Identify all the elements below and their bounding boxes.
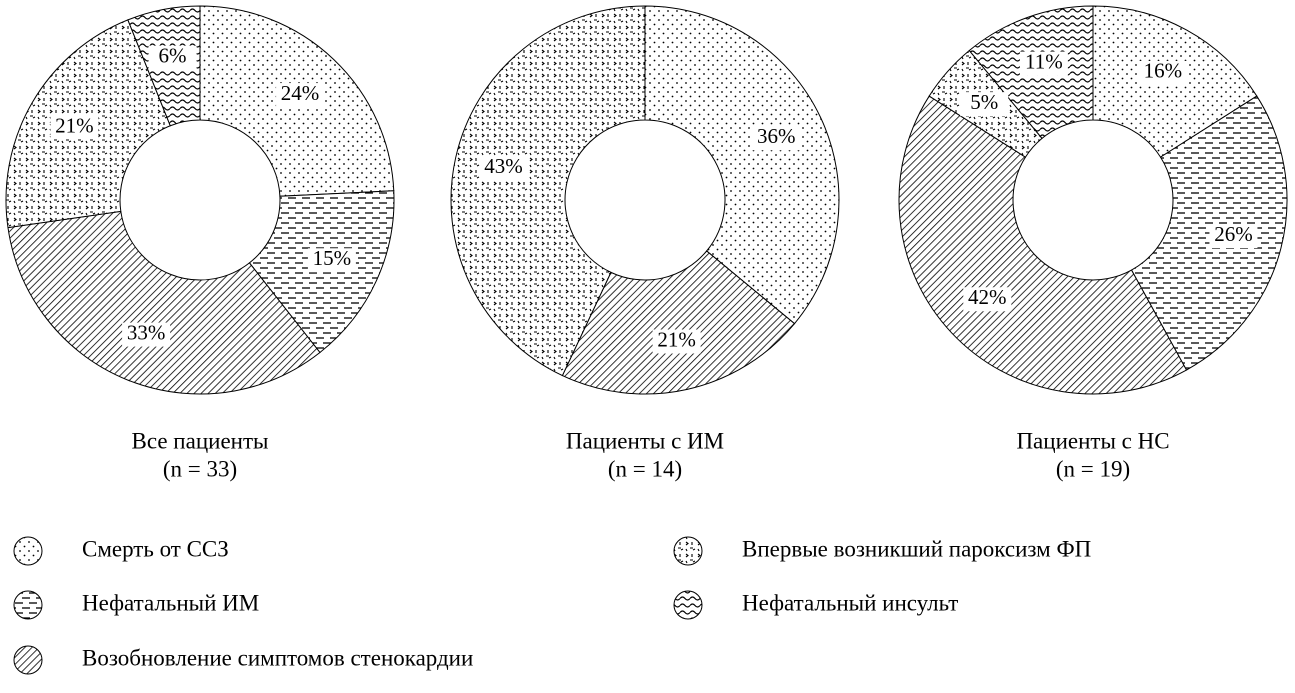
label-bg bbox=[276, 83, 325, 108]
legend-label: Впервые возникший пароксизм ФП bbox=[742, 536, 1091, 561]
label-bg bbox=[479, 156, 528, 181]
donut-segment bbox=[450, 5, 646, 377]
donut-segment bbox=[644, 5, 840, 325]
data-label: 21% bbox=[55, 113, 94, 137]
label-bg bbox=[963, 287, 1012, 312]
data-label: 15% bbox=[313, 246, 352, 270]
legend-swatch bbox=[673, 536, 703, 566]
data-label: 11% bbox=[1025, 49, 1063, 73]
legend-swatch bbox=[13, 590, 43, 620]
chart-subtitle: (n = 14) bbox=[608, 456, 682, 481]
legend-label: Смерть от ССЗ bbox=[82, 536, 229, 561]
data-label: 6% bbox=[159, 43, 187, 67]
label-bg bbox=[307, 248, 356, 273]
legend-swatch bbox=[673, 590, 703, 620]
chart-title: Пациенты с НС bbox=[1016, 428, 1169, 453]
chart-subtitle: (n = 19) bbox=[1056, 456, 1130, 481]
label-bg bbox=[148, 45, 197, 70]
data-label: 43% bbox=[484, 154, 523, 178]
data-label: 16% bbox=[1144, 59, 1183, 83]
donut-segment bbox=[898, 95, 1188, 395]
data-label: 21% bbox=[657, 327, 696, 351]
data-label: 33% bbox=[127, 320, 166, 344]
data-label: 26% bbox=[1214, 222, 1253, 246]
label-bg bbox=[752, 126, 801, 151]
data-label: 5% bbox=[970, 90, 998, 114]
chart-title: Все пациенты bbox=[132, 428, 269, 453]
chart-title: Пациенты с ИМ bbox=[566, 428, 724, 453]
donut-segment bbox=[7, 210, 321, 395]
label-bg bbox=[652, 329, 701, 354]
label-bg bbox=[960, 92, 1009, 117]
label-bg bbox=[122, 322, 171, 347]
chart-subtitle: (n = 33) bbox=[163, 456, 237, 481]
data-label: 24% bbox=[281, 81, 320, 105]
legend-label: Нефатальный инсульт bbox=[742, 590, 958, 615]
legend-label: Нефатальный ИМ bbox=[82, 590, 259, 615]
label-bg bbox=[1209, 224, 1258, 249]
legend-swatch bbox=[13, 645, 43, 675]
legend-label: Возобновление симптомов стенокардии bbox=[82, 645, 473, 670]
label-bg bbox=[1019, 51, 1068, 76]
data-label: 42% bbox=[968, 285, 1007, 309]
label-bg bbox=[50, 115, 99, 140]
donut-segment bbox=[1130, 95, 1288, 371]
legend-swatch bbox=[13, 536, 43, 566]
label-bg bbox=[1138, 60, 1187, 85]
donut-segment bbox=[561, 250, 796, 395]
data-label: 36% bbox=[757, 124, 796, 148]
